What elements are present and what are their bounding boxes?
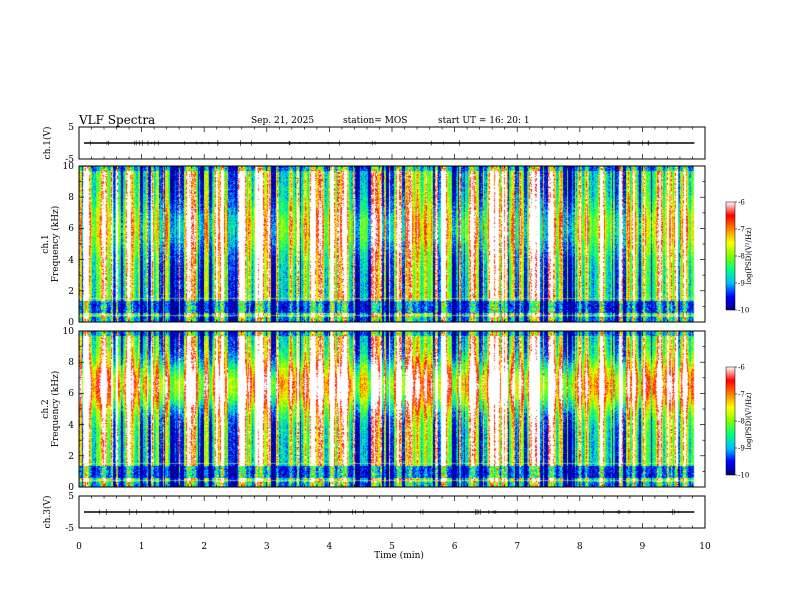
colorbar-tick-label: -10: [738, 307, 749, 315]
colorbar-tick-label: -8: [738, 418, 745, 426]
ch3-waveform-panel: 5 -5 ch.3(V): [42, 492, 706, 534]
ch1-waveform-ticks: [78, 127, 706, 159]
x-tick-label: 7: [514, 542, 520, 552]
x-axis-label: Time (min): [374, 550, 424, 561]
ch1-waveform-ylabel: ch.1(V): [42, 127, 53, 160]
ch2-ftick-10: 10: [63, 327, 75, 337]
ch2-ftick-8: 8: [68, 358, 74, 368]
ch1-colorbar-label: log(PSD)(V²/Hz): [745, 227, 753, 284]
ch1-ytick-bottom: -5: [65, 155, 74, 165]
x-tick-label: 6: [452, 542, 458, 552]
ch3-waveform-trace: [84, 509, 695, 515]
ch1-spectrogram-ylabel-frequency: Frequency (kHz): [50, 206, 61, 283]
ch2-ftick-4: 4: [68, 421, 74, 431]
x-tick-label: 5: [389, 542, 395, 552]
ch1-ftick-6: 6: [68, 224, 74, 234]
colorbar-tick-label: -8: [738, 253, 745, 261]
x-tick-label: 9: [640, 542, 646, 552]
ch2-colorbar-ticks: -6 -7 -8 -9 -10: [735, 364, 749, 480]
ch2-colorbar-gradient: [725, 366, 736, 476]
x-axis-tick-labels: 0 1 2 3 4 5 6 7 8 9 10: [76, 542, 711, 552]
ch1-colorbar-ticks: -6 -7 -8 -9 -10: [735, 199, 749, 315]
x-tick-label: 10: [699, 542, 711, 552]
x-tick-label: 3: [264, 542, 270, 552]
ch1-spectrogram-image: [79, 166, 705, 322]
ch1-colorbar-gradient: [725, 201, 736, 311]
ch3-ytick-top: 5: [68, 492, 74, 502]
ch2-spectrogram-ylabel-frequency: Frequency (kHz): [50, 371, 61, 448]
x-tick-label: 1: [139, 542, 145, 552]
ch1-ftick-8: 8: [68, 193, 74, 203]
x-tick-label: 4: [327, 542, 333, 552]
colorbar-tick-label: -10: [738, 472, 749, 480]
colorbar-tick-label: -7: [738, 226, 745, 234]
ch1-waveform-panel: 5 -5 ch.1(V): [42, 123, 706, 165]
colorbar-tick-label: -7: [738, 391, 745, 399]
ch1-spectrogram-ticks: [78, 165, 706, 323]
ch1-colorbar: -6 -7 -8 -9 -10 log(PSD)(V²/Hz): [725, 199, 753, 315]
ch2-ftick-2: 2: [68, 452, 74, 462]
ch2-ftick-6: 6: [68, 389, 74, 399]
ch3-waveform-ylabel: ch.3(V): [42, 496, 53, 529]
ch2-spectrogram-ticks: [78, 330, 706, 488]
ch2-spectrogram-panel: 0 2 4 6 8 10 ch.2 Frequency (kHz): [41, 327, 706, 493]
ch2-ftick-0: 0: [68, 483, 74, 493]
colorbar-tick-label: -6: [738, 364, 745, 372]
colorbar-tick-label: -9: [738, 280, 745, 288]
ch1-ytick-top: 5: [68, 123, 74, 133]
colorbar-tick-label: -6: [738, 199, 745, 207]
ch1-spectrogram-ylabel-channel: ch.1: [41, 234, 51, 253]
ch2-spectrogram-image: [79, 331, 705, 487]
header-date: Sep. 21, 2025: [251, 116, 314, 126]
header-station: station= MOS: [343, 116, 407, 126]
ch1-ftick-10: 10: [63, 162, 75, 172]
x-tick-label: 2: [201, 542, 207, 552]
ch1-spectrogram-panel: 0 2 4 6 8 10 ch.1 Frequency (kHz): [41, 162, 706, 328]
x-tick-label: 0: [76, 542, 82, 552]
x-tick-label: 8: [577, 542, 583, 552]
ch1-ftick-2: 2: [68, 287, 74, 297]
ch1-waveform-trace: [84, 140, 695, 146]
ch1-ftick-0: 0: [68, 318, 74, 328]
ch2-colorbar-label: log(PSD)(V²/Hz): [745, 392, 753, 449]
colorbar-tick-label: -9: [738, 445, 745, 453]
ch1-ftick-4: 4: [68, 256, 74, 266]
ch2-colorbar: -6 -7 -8 -9 -10 log(PSD)(V²/Hz): [725, 364, 753, 480]
ch2-spectrogram-ylabel-channel: ch.2: [41, 399, 51, 418]
ch3-ytick-bottom: -5: [65, 524, 74, 534]
ch3-waveform-ticks: [78, 496, 706, 528]
header-start-ut: start UT = 16: 20: 1: [438, 116, 530, 126]
figure-title: VLF Spectra: [78, 113, 155, 127]
